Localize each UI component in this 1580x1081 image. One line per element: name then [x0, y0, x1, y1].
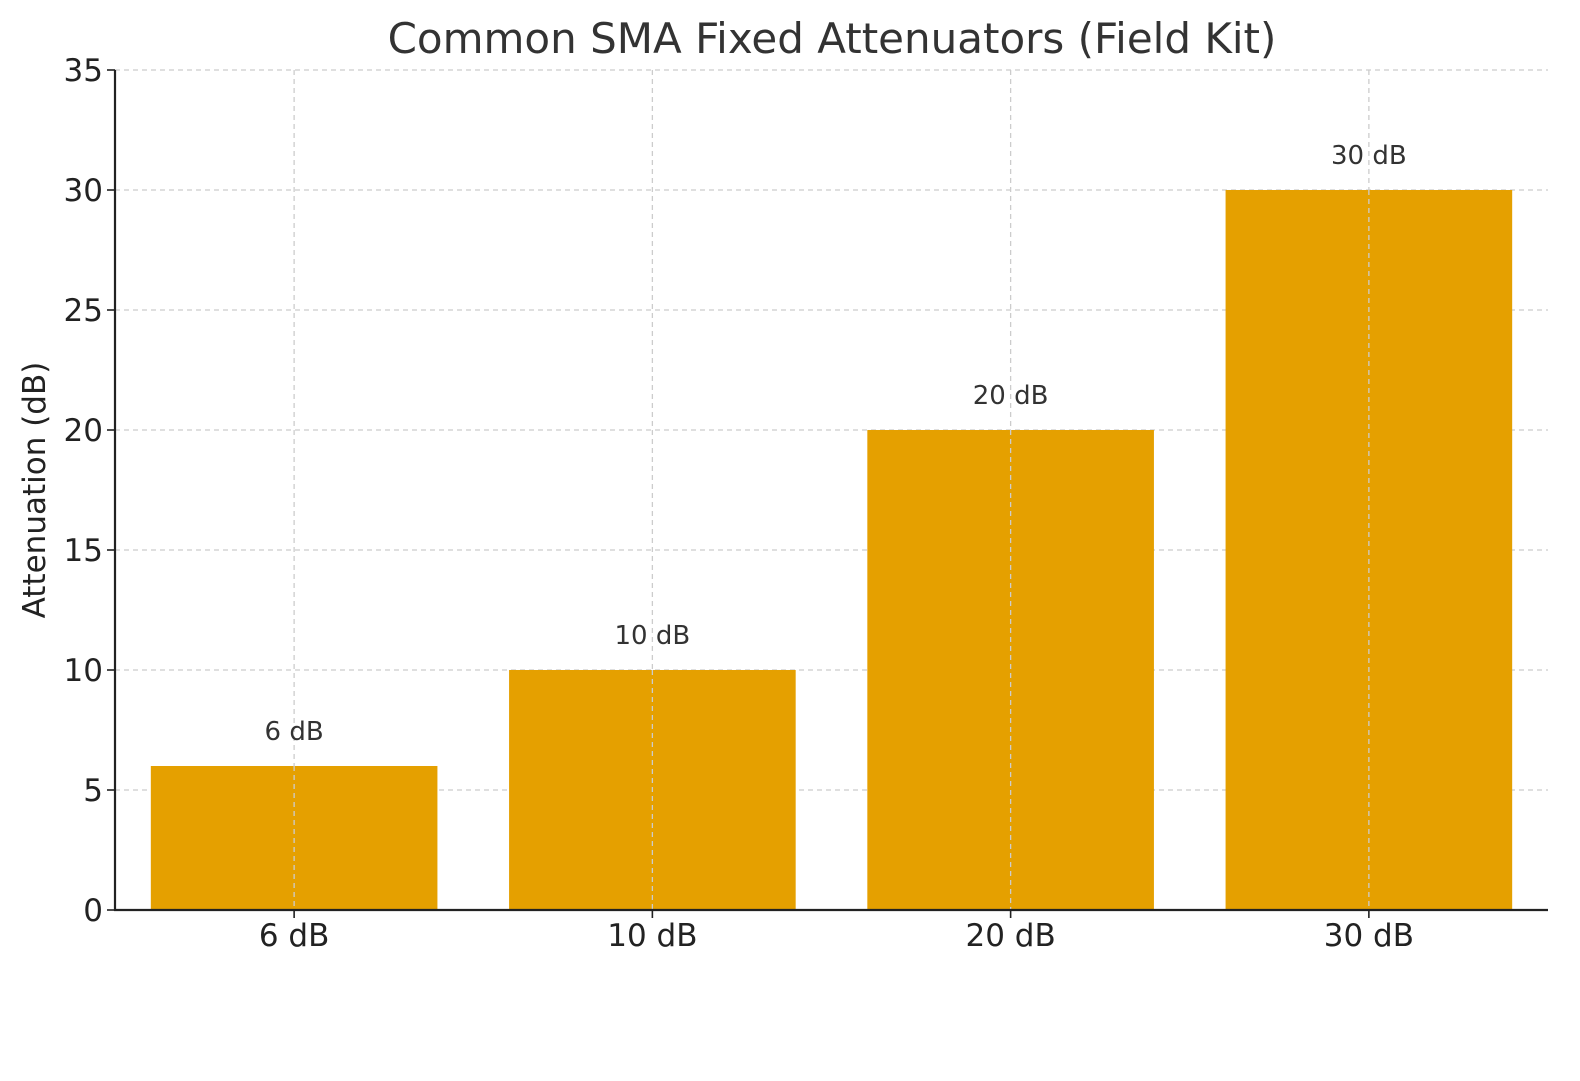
y-tick-label: 0 — [83, 893, 103, 929]
y-tick-label: 35 — [64, 53, 103, 89]
x-tick-label: 6 dB — [259, 918, 330, 954]
y-tick-label: 10 — [64, 653, 103, 689]
axes: 0 5 10 15 20 25 30 35 6 dB 10 dB 20 dB 30 dB — [64, 53, 1548, 954]
y-tick-label: 25 — [64, 293, 103, 329]
y-tick-label: 5 — [83, 773, 103, 809]
bar-value-label: 6 dB — [265, 717, 324, 747]
bar-value-label: 20 dB — [973, 381, 1049, 411]
bar-value-label: 30 dB — [1331, 141, 1407, 171]
y-tick-label: 15 — [64, 533, 103, 569]
bar-value-label: 10 dB — [615, 621, 691, 651]
chart-title: Common SMA Fixed Attenuators (Field Kit) — [388, 14, 1277, 63]
y-axis-label: Attenuation (dB) — [17, 362, 53, 619]
x-tick-label: 30 dB — [1324, 918, 1414, 954]
bar-value-labels: 6 dB 10 dB 20 dB 30 dB — [265, 141, 1407, 747]
y-tick-label: 20 — [64, 413, 103, 449]
bars — [150, 190, 1513, 910]
x-tick-label: 10 dB — [607, 918, 697, 954]
y-tick-label: 30 — [64, 173, 103, 209]
x-tick-label: 20 dB — [966, 918, 1056, 954]
